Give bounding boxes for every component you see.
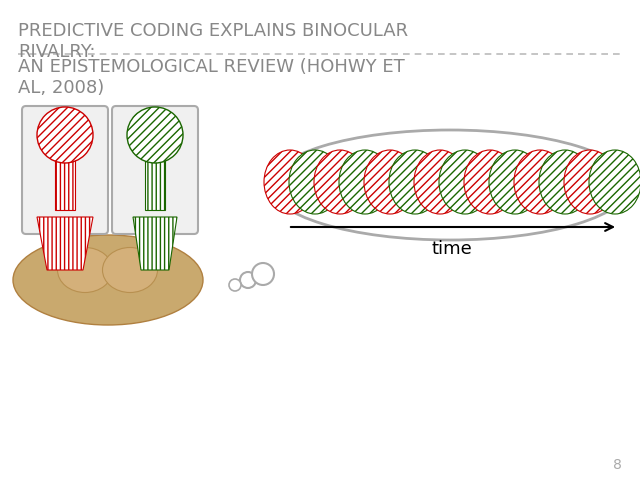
Ellipse shape (489, 150, 541, 214)
Text: AL, 2008): AL, 2008) (18, 79, 104, 97)
Text: PREDICTIVE CODING EXPLAINS BINOCULAR: PREDICTIVE CODING EXPLAINS BINOCULAR (18, 22, 408, 40)
Ellipse shape (314, 150, 366, 214)
Ellipse shape (270, 130, 630, 240)
Ellipse shape (264, 150, 316, 214)
Polygon shape (37, 217, 93, 270)
Ellipse shape (439, 150, 491, 214)
Ellipse shape (13, 235, 203, 325)
Ellipse shape (539, 150, 591, 214)
Bar (55, 152, 75, 210)
Ellipse shape (589, 150, 640, 214)
Text: RIVALRY:: RIVALRY: (18, 43, 95, 61)
FancyBboxPatch shape (112, 106, 198, 234)
FancyBboxPatch shape (22, 106, 108, 234)
Ellipse shape (364, 150, 416, 214)
Ellipse shape (102, 248, 157, 292)
Text: time: time (431, 240, 472, 258)
Ellipse shape (389, 150, 441, 214)
Ellipse shape (514, 150, 566, 214)
Ellipse shape (289, 150, 341, 214)
Polygon shape (133, 217, 177, 270)
Ellipse shape (414, 150, 466, 214)
Ellipse shape (339, 150, 391, 214)
Circle shape (252, 263, 274, 285)
Circle shape (229, 279, 241, 291)
Ellipse shape (464, 150, 516, 214)
Bar (145, 152, 165, 210)
Ellipse shape (127, 107, 183, 163)
Text: 8: 8 (613, 458, 622, 472)
Circle shape (240, 272, 256, 288)
Ellipse shape (37, 107, 93, 163)
Text: AN EPISTEMOLOGICAL REVIEW (HOHWY ET: AN EPISTEMOLOGICAL REVIEW (HOHWY ET (18, 58, 404, 76)
Ellipse shape (58, 248, 113, 292)
Ellipse shape (564, 150, 616, 214)
